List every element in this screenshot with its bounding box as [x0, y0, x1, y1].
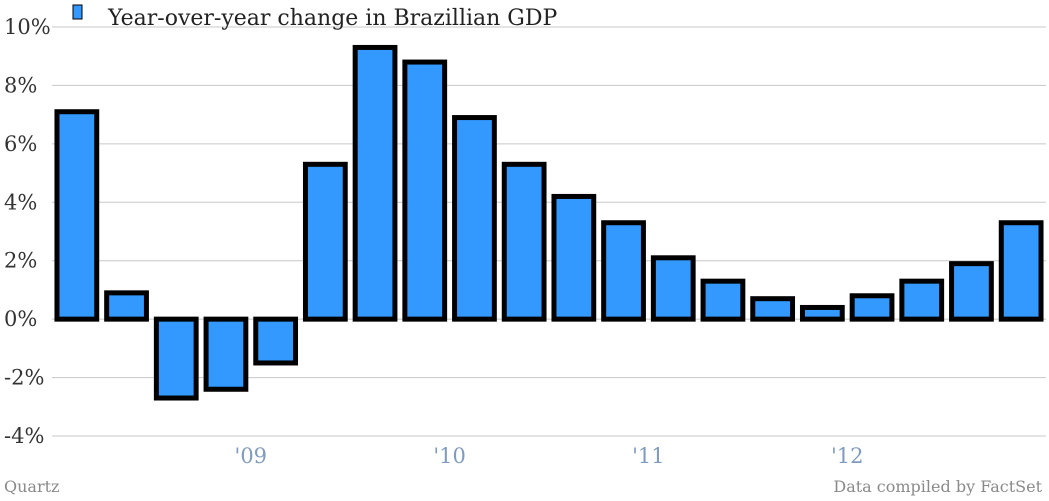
x-tick-label: '10 — [433, 444, 466, 468]
source-right: Data compiled by FactSet — [833, 477, 1042, 496]
legend: Year-over-year change in Brazillian GDP — [72, 4, 558, 31]
bar — [302, 161, 348, 322]
bars — [54, 44, 1044, 401]
bar — [402, 59, 448, 322]
bar — [601, 220, 646, 322]
y-tick-label: 0% — [4, 307, 37, 331]
bar — [799, 304, 845, 322]
bar — [54, 109, 100, 322]
bar — [998, 220, 1044, 322]
bar — [203, 316, 249, 392]
x-tick-label: '11 — [632, 444, 665, 468]
y-tick-label: 2% — [4, 249, 37, 273]
bar — [352, 44, 398, 322]
x-tick-label: '09 — [235, 444, 268, 468]
legend-swatch — [72, 4, 83, 20]
bar — [452, 115, 497, 322]
legend-label: Year-over-year change in Brazillian GDP — [107, 6, 558, 31]
bar — [949, 261, 994, 322]
grid-lines — [52, 26, 1046, 437]
y-tick-label: 6% — [4, 132, 37, 156]
x-tick-label: '12 — [831, 444, 864, 468]
bar — [501, 161, 547, 322]
bar — [750, 296, 796, 322]
bar — [650, 255, 696, 322]
bar — [551, 193, 597, 322]
bar — [153, 316, 199, 401]
y-tick-label: -2% — [4, 366, 44, 390]
y-tick-label: 8% — [4, 73, 37, 97]
bar — [849, 293, 895, 322]
y-axis-ticks: 10% 8% 6% 4% 2% 0% -2% -4% — [4, 15, 51, 448]
bar — [700, 278, 746, 322]
x-axis-ticks: '09 '10 '11 '12 — [235, 444, 864, 468]
y-tick-label: 4% — [4, 190, 37, 214]
y-tick-label: 10% — [4, 15, 51, 39]
bar — [253, 316, 299, 366]
bar — [899, 278, 945, 322]
source-left: Quartz — [4, 477, 59, 496]
bar — [104, 290, 149, 322]
y-tick-label: -4% — [4, 424, 44, 448]
